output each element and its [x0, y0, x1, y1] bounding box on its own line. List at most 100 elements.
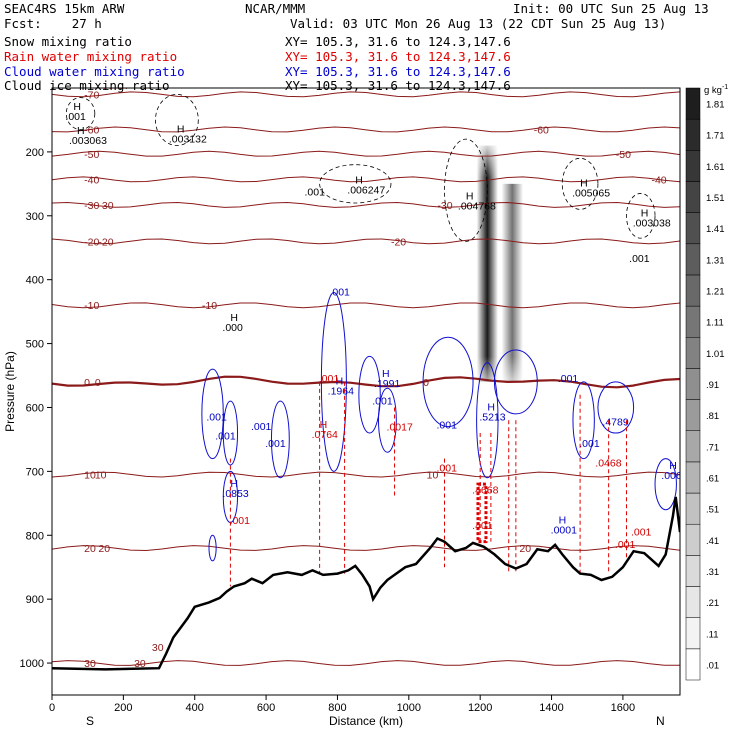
colorbar-level-label: 1.61: [706, 162, 725, 173]
cloud-water-max-value: .006: [661, 470, 682, 482]
rain-max-value: .0468: [595, 457, 621, 469]
cloud-water-contour: [422, 336, 474, 428]
snow-max-marker: H: [580, 178, 588, 190]
cloud-water-max-value: .001: [579, 438, 600, 450]
isotherm-label: -10: [84, 300, 99, 312]
cloud-water-max-value: .001: [372, 395, 393, 407]
colorbar-cell: [685, 492, 701, 525]
y-tick-label: 800: [26, 530, 44, 542]
colorbar-level-label: .61: [706, 473, 719, 484]
colorbar-unit: g kg-1: [704, 84, 728, 96]
terrain-line: [52, 496, 680, 671]
isotherm-line: [52, 238, 680, 245]
isotherm-line: [52, 126, 680, 133]
snow-max-marker: H: [355, 174, 363, 186]
end-label-south: S: [86, 714, 94, 728]
rain-max-value: .4668: [472, 485, 498, 497]
colorbar-level-label: .71: [706, 442, 719, 453]
colorbar-level-label: 1.11: [706, 318, 724, 329]
rain-field-name: Rain water mixing ratio: [4, 49, 178, 64]
rain-field-xy: XY= 105.3, 31.6 to 124.3,147.6: [285, 49, 511, 64]
valid-time: Valid: 03 UTC Mon 26 Aug 13 (22 CDT Sun …: [290, 16, 667, 31]
snow-max-marker: H: [641, 208, 649, 220]
cloud-water-contour: [208, 534, 217, 562]
rain-max-value: .0764: [312, 429, 338, 441]
isotherm-label-extra: -20: [98, 236, 113, 248]
snow-max-value: .005065: [572, 188, 610, 200]
colorbar-cell: [685, 150, 701, 182]
x-axis-title: Distance (km): [329, 714, 403, 728]
isotherm-label: -70: [84, 89, 99, 101]
isotherm-label-extra: -40: [651, 174, 666, 186]
cloud-water-contour: [358, 355, 381, 434]
colorbar-level-label: .41: [706, 536, 719, 547]
cloud-water-max-marker: H: [487, 401, 495, 413]
colorbar-cell: [685, 118, 701, 151]
cloudice-field-xy: XY= 105.3, 31.6 to 124.3,147.6: [285, 78, 511, 93]
snow-max-marker: H: [177, 123, 185, 135]
y-tick-label: 300: [26, 211, 44, 223]
cloud-water-max-value: .0001: [551, 524, 577, 536]
rain-core: [476, 482, 488, 544]
snow-contour: [65, 97, 96, 130]
isotherm-line: [52, 150, 680, 157]
cloud-water-contour: [654, 458, 677, 511]
isotherm-label-extra: -76.44: [98, 80, 128, 92]
rain-max-marker: H: [320, 419, 328, 431]
colorbar-level-label: .51: [706, 505, 719, 516]
cloud-water-contour: [320, 291, 347, 472]
rain-max-value: .001: [615, 539, 636, 551]
isotherm-label-extra: 0: [95, 377, 101, 389]
snow-max-value: .001: [304, 186, 325, 198]
snow-contour: [561, 157, 599, 210]
colorbar-level-label: 1.71: [706, 131, 725, 142]
colorbar-cell: [685, 305, 701, 338]
cloud-water-max-value: .001: [265, 438, 286, 450]
isotherm-label-extra: 10: [427, 470, 439, 482]
colorbar-level-label: .11: [706, 629, 719, 640]
cloud-water-contour: [222, 400, 239, 466]
snow-max-value: .003038: [633, 218, 671, 230]
rain-max-value: .401: [472, 520, 493, 532]
cloud-water-max-marker: H: [669, 460, 677, 472]
snow-contour: [319, 164, 392, 204]
colorbar-cell: [685, 243, 701, 276]
plot-frame: [51, 87, 681, 696]
cloud-water-contour: [377, 387, 397, 453]
isotherm-label: 10: [84, 470, 96, 482]
colorbar-level-label: .91: [706, 380, 719, 391]
cloud-water-contour: [270, 400, 290, 479]
colorbar-cell: [685, 181, 701, 213]
colorbar-cell: [685, 212, 701, 245]
snow-max-value: .006247: [347, 184, 385, 196]
isotherm-line: [52, 176, 680, 183]
cloud-water-contour: [493, 349, 538, 415]
snow-max-value: .001: [629, 253, 650, 265]
isotherm-label-extra: 0: [423, 377, 429, 389]
snow-max-marker: H: [77, 125, 85, 137]
snow-max-value: .001: [65, 111, 86, 123]
y-tick-label: 400: [26, 275, 44, 287]
x-tick-label: 800: [328, 702, 346, 714]
cloud-water-max-value: .1991: [374, 378, 400, 390]
cloud-water-max-value: .001: [437, 420, 458, 432]
isotherm-label-extra: 30: [134, 658, 146, 670]
colorbar-level-label: .01: [706, 660, 719, 671]
isotherm-line: [52, 545, 680, 552]
x-tick-label: 1400: [539, 702, 563, 714]
colorbar-level-label: 1.41: [706, 224, 725, 235]
cloud-water-max-marker: H: [559, 514, 567, 526]
cloud-water-max-marker: H: [230, 478, 238, 490]
isotherm-label-extra: -30: [437, 200, 452, 212]
rain-max-value: .001: [230, 515, 251, 527]
y-tick-label: 700: [26, 466, 44, 478]
cloud-water-max-value: .001: [251, 421, 272, 433]
isotherm-label: -20: [84, 236, 99, 248]
colorbar-level-label: 1.01: [706, 349, 725, 360]
colorbar-cell: [685, 648, 701, 681]
y-tick-label: 1000: [20, 658, 44, 670]
init-time: Init: 00 UTC Sun 25 Aug 13: [513, 1, 709, 16]
isotherm-label-extra: -10: [202, 300, 217, 312]
colorbar-cell: [685, 399, 701, 431]
colorbar-cell: [685, 430, 701, 463]
